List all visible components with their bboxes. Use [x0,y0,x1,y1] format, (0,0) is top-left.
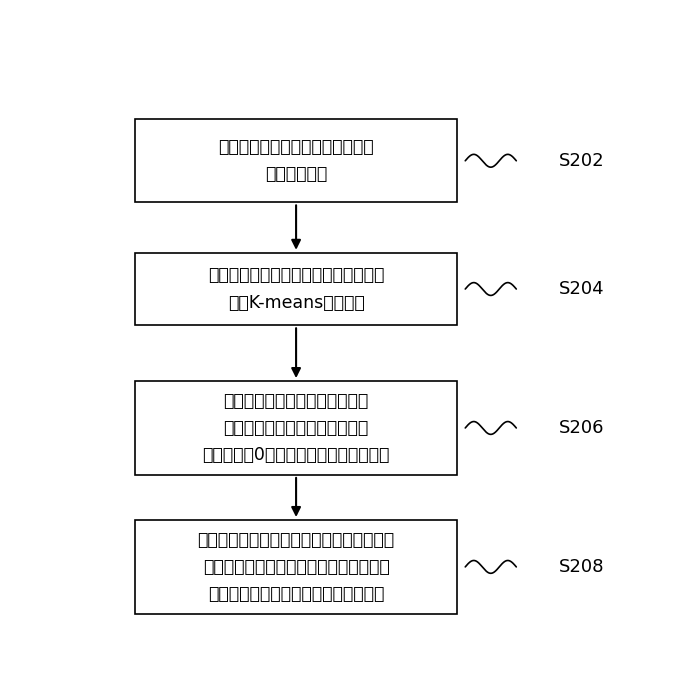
Text: 对阈值化处理后图像进行腐蚀膨胀运算，且
提取出的染色体图像不包括进行腐蚀膨胀
运算后的图像对应的分成的染色体图像: 对阈值化处理后图像进行腐蚀膨胀运算，且 提取出的染色体图像不包括进行腐蚀膨胀 运… [198,531,394,603]
Text: 对滤波后的染色体中期分裂相显微图像
进行K-means聚类算法: 对滤波后的染色体中期分裂相显微图像 进行K-means聚类算法 [208,266,385,312]
FancyBboxPatch shape [135,520,457,613]
Text: S206: S206 [559,419,605,437]
FancyBboxPatch shape [135,119,457,202]
Text: 将染色体中期分裂相显微图像中
背景图像的所有像素点的灰度值
都阈值化为0，以得到阈值化处理后图像: 将染色体中期分裂相显微图像中 背景图像的所有像素点的灰度值 都阈值化为0，以得到… [202,392,389,464]
FancyBboxPatch shape [135,381,457,475]
Text: 对染色体中期分裂相显微图像进行
方形中值滤波: 对染色体中期分裂相显微图像进行 方形中值滤波 [218,138,374,183]
Text: S202: S202 [559,152,605,170]
FancyBboxPatch shape [135,253,457,325]
Text: S208: S208 [559,558,605,576]
Text: S204: S204 [559,280,605,298]
